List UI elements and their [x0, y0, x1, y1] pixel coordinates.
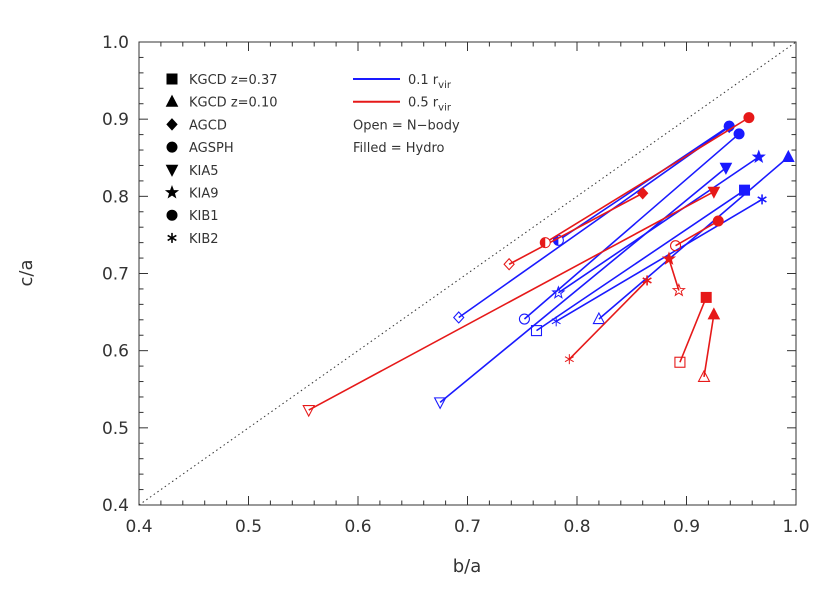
segment-asterisk	[568, 279, 648, 360]
y-tick-label: 0.8	[102, 187, 129, 207]
legend-label-asterisk: KIB2	[189, 232, 219, 247]
point-filled-square	[700, 291, 712, 303]
point-open-circle	[669, 240, 682, 252]
legend-label-triangle: KGCD z=0.10	[189, 96, 277, 111]
one-to-one-reference-line	[138, 41, 797, 506]
point-open-triangle	[697, 369, 711, 382]
legend-line-label-1: 0.5 rvir	[408, 96, 452, 114]
point-filled-square	[739, 184, 751, 196]
point-filled-triangle-down	[719, 162, 733, 175]
segment-star	[557, 156, 760, 294]
legend-label-circle: KIB1	[189, 209, 219, 224]
point-open-star	[671, 283, 686, 297]
legend-note-1: Filled = Hydro	[353, 141, 445, 156]
x-tick-label: 1.0	[782, 517, 809, 537]
segment-diamond	[508, 192, 644, 265]
segments-layer	[302, 112, 795, 418]
y-tick-label: 0.9	[102, 110, 129, 130]
legend-label-halfcircle: AGSPH	[189, 141, 234, 156]
point-filled-triangle	[707, 307, 721, 320]
legend-label-diamond: AGCD	[189, 118, 227, 133]
legend-line-label-0: 0.1 rvir	[408, 73, 452, 91]
legend-marker-halfcircle	[166, 141, 178, 153]
x-tick-label: 0.9	[673, 517, 700, 537]
x-tick-label: 0.8	[563, 517, 590, 537]
segment-triangle-down	[439, 167, 727, 403]
segment-star	[668, 258, 680, 291]
point-filled-circle	[733, 128, 745, 140]
x-tick-label: 0.6	[344, 517, 371, 537]
point-open-asterisk	[551, 316, 561, 327]
segment-circle	[523, 133, 740, 320]
axes-layer: 0.4 0.5 0.6 0.7 0.8 0.9 1.0 0.4 0.5 0.6 0.7 0.8 0.9 1…	[102, 33, 810, 537]
segment-triangle-down	[308, 190, 715, 411]
x-axis-label: b/a	[453, 556, 482, 577]
point-filled-circle	[712, 215, 724, 227]
legend-label-square: KGCD z=0.37	[189, 73, 277, 88]
x-tick-label: 0.4	[125, 517, 152, 537]
point-filled-asterisk	[642, 275, 652, 286]
point-filled-halfcircle	[743, 112, 755, 124]
legend-label-triangle-down: KIA5	[189, 164, 219, 179]
point-open-triangle	[592, 311, 606, 325]
point-open-square	[674, 356, 686, 368]
segment-halfcircle	[557, 125, 730, 241]
y-tick-label: 1.0	[102, 33, 129, 53]
segment-circle	[675, 220, 719, 247]
legend-marker-asterisk	[167, 232, 177, 243]
y-axis-label: c/a	[16, 260, 37, 287]
point-open-square	[530, 325, 543, 337]
y-tick-label: 0.5	[102, 419, 129, 439]
point-filled-triangle	[782, 149, 795, 162]
x-tick-label: 0.7	[454, 517, 481, 537]
legend-marker-diamond	[166, 118, 178, 131]
x-tick-label: 0.5	[235, 517, 262, 537]
series-1	[302, 112, 755, 418]
point-open-diamond	[503, 257, 515, 271]
point-open-halfcircle	[539, 237, 551, 249]
segment-square	[679, 297, 707, 363]
legend-marker-triangle-down	[165, 164, 179, 177]
segment-triangle	[598, 156, 789, 320]
segment-asterisk	[555, 198, 763, 323]
legend-note-0: Open = N−body	[353, 118, 460, 133]
point-filled-triangle-down	[707, 186, 721, 199]
legend: KGCD z=0.37 KGCD z=0.10 AGCD AGSPH KIA5 KIA9 K…	[164, 73, 460, 247]
point-open-diamond	[452, 311, 465, 324]
point-open-asterisk	[564, 354, 574, 365]
series-0	[433, 120, 795, 410]
legend-marker-square	[166, 73, 178, 85]
segment-diamond	[458, 126, 730, 319]
y-tick-label: 0.4	[102, 496, 129, 516]
point-filled-star	[661, 251, 677, 265]
point-filled-diamond	[637, 187, 649, 200]
segment-triangle	[703, 314, 715, 378]
segment-square	[536, 189, 745, 332]
point-filled-star	[751, 149, 766, 163]
point-open-circle	[518, 313, 530, 325]
reference-line-layer	[138, 41, 797, 506]
point-open-star	[551, 285, 566, 299]
point-open-triangle-down	[302, 405, 316, 418]
legend-marker-circle	[166, 209, 178, 221]
y-tick-label: 0.6	[102, 342, 129, 362]
point-filled-asterisk	[757, 194, 767, 205]
point-open-triangle-down	[433, 397, 447, 410]
legend-label-star: KIA9	[189, 187, 219, 202]
legend-marker-triangle	[165, 94, 179, 107]
segment-halfcircle	[544, 116, 750, 244]
y-tick-label: 0.7	[102, 265, 129, 285]
legend-marker-star	[164, 185, 180, 199]
